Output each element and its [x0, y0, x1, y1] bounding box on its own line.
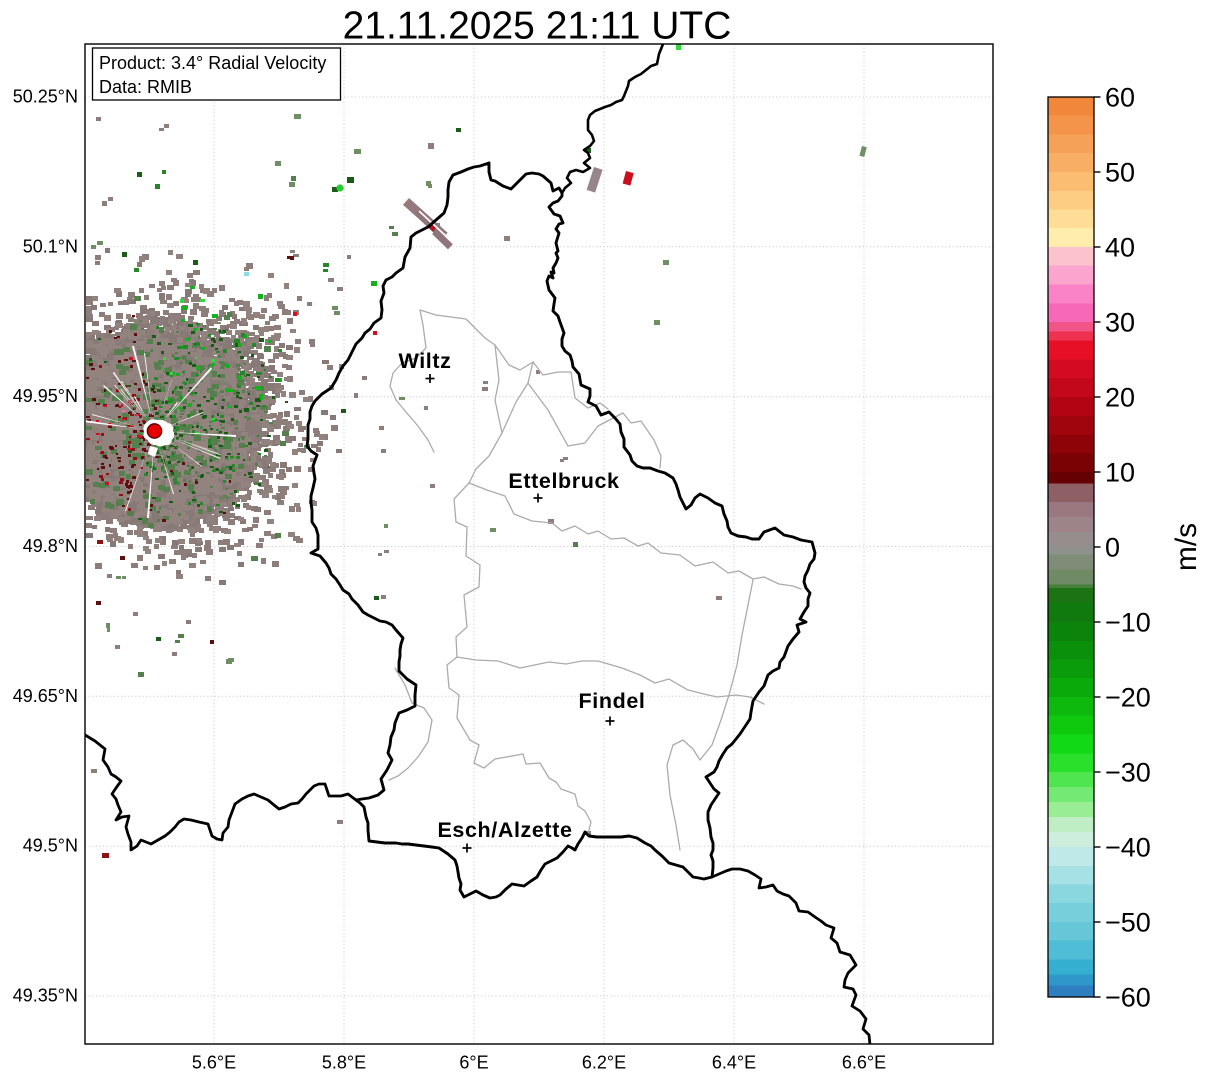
- svg-text:40: 40: [1105, 233, 1135, 263]
- svg-text:−60: −60: [1105, 983, 1151, 1013]
- svg-text:6.4°E: 6.4°E: [712, 1053, 756, 1073]
- svg-text:60: 60: [1105, 83, 1135, 113]
- svg-text:−40: −40: [1105, 833, 1151, 863]
- svg-text:Esch/Alzette: Esch/Alzette: [437, 818, 572, 842]
- svg-text:50: 50: [1105, 158, 1135, 188]
- svg-text:6.2°E: 6.2°E: [582, 1053, 626, 1073]
- svg-text:Ettelbruck: Ettelbruck: [508, 469, 619, 493]
- svg-text:49.8°N: 49.8°N: [23, 536, 78, 556]
- svg-text:5.6°E: 5.6°E: [192, 1053, 236, 1073]
- svg-text:Product: 3.4° Radial Velocity: Product: 3.4° Radial Velocity: [99, 53, 326, 73]
- svg-text:−20: −20: [1105, 683, 1151, 713]
- svg-text:5.8°E: 5.8°E: [322, 1053, 366, 1073]
- svg-text:−10: −10: [1105, 608, 1151, 638]
- svg-text:Data: RMIB: Data: RMIB: [99, 77, 192, 97]
- svg-text:49.65°N: 49.65°N: [13, 686, 78, 706]
- svg-text:20: 20: [1105, 383, 1135, 413]
- svg-text:49.95°N: 49.95°N: [13, 386, 78, 406]
- svg-text:49.5°N: 49.5°N: [23, 836, 78, 856]
- svg-text:−50: −50: [1105, 908, 1151, 938]
- svg-text:30: 30: [1105, 308, 1135, 338]
- svg-text:49.35°N: 49.35°N: [13, 986, 78, 1006]
- svg-text:6°E: 6°E: [459, 1053, 488, 1073]
- svg-text:Findel: Findel: [579, 689, 646, 713]
- svg-text:6.6°E: 6.6°E: [842, 1053, 886, 1073]
- svg-text:50.25°N: 50.25°N: [13, 87, 78, 107]
- svg-text:50.1°N: 50.1°N: [23, 236, 78, 256]
- svg-text:0: 0: [1105, 533, 1120, 563]
- svg-text:−30: −30: [1105, 758, 1151, 788]
- svg-text:10: 10: [1105, 458, 1135, 488]
- svg-text:21.11.2025 21:11 UTC: 21.11.2025 21:11 UTC: [343, 5, 732, 48]
- svg-text:Wiltz: Wiltz: [399, 349, 452, 373]
- svg-text:m/s: m/s: [1170, 523, 1203, 571]
